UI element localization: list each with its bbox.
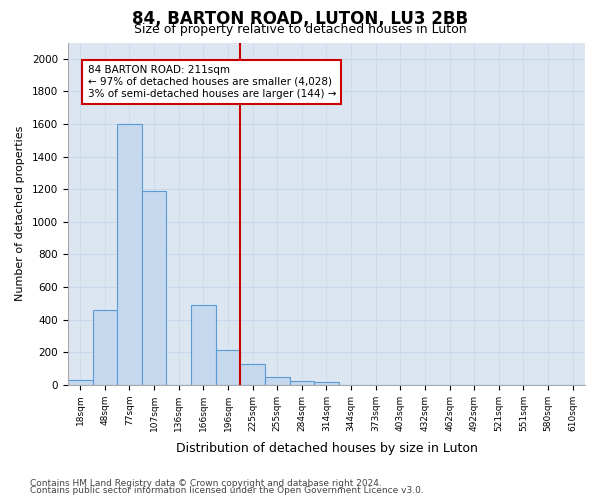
Text: 84, BARTON ROAD, LUTON, LU3 2BB: 84, BARTON ROAD, LUTON, LU3 2BB	[132, 10, 468, 28]
Bar	[117, 124, 142, 385]
Bar	[240, 364, 265, 385]
Bar	[92, 310, 117, 385]
Text: Size of property relative to detached houses in Luton: Size of property relative to detached ho…	[134, 22, 466, 36]
Bar	[290, 380, 314, 385]
Text: 84 BARTON ROAD: 211sqm
← 97% of detached houses are smaller (4,028)
3% of semi-d: 84 BARTON ROAD: 211sqm ← 97% of detached…	[88, 66, 336, 98]
Text: Contains HM Land Registry data © Crown copyright and database right 2024.: Contains HM Land Registry data © Crown c…	[30, 478, 382, 488]
Bar	[215, 350, 240, 385]
Bar	[314, 382, 339, 385]
Bar	[191, 305, 215, 385]
Text: Contains public sector information licensed under the Open Government Licence v3: Contains public sector information licen…	[30, 486, 424, 495]
Bar	[68, 380, 92, 385]
Bar	[142, 191, 166, 385]
X-axis label: Distribution of detached houses by size in Luton: Distribution of detached houses by size …	[176, 442, 478, 455]
Y-axis label: Number of detached properties: Number of detached properties	[15, 126, 25, 302]
Bar	[265, 378, 290, 385]
